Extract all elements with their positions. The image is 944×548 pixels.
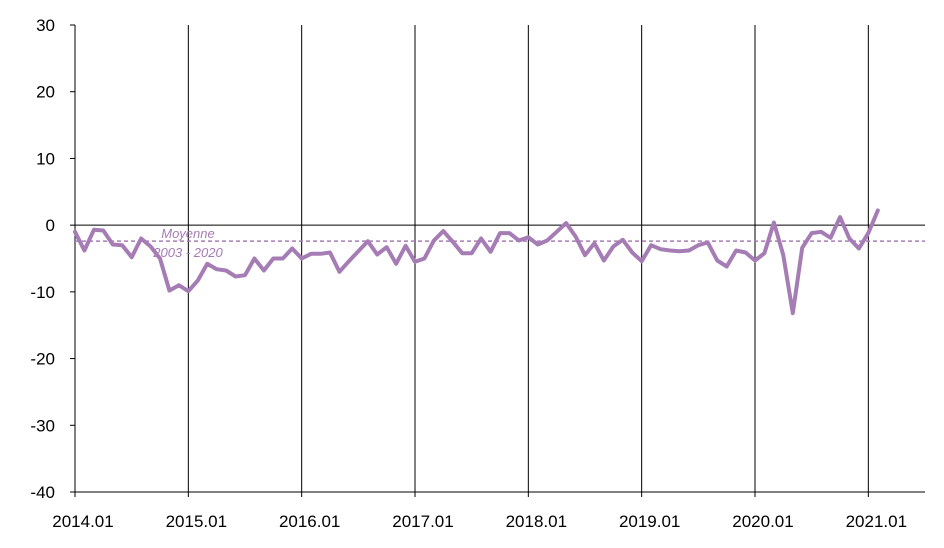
average-label-line1: Moyenne [161,226,214,241]
y-tick-label: 30 [36,16,55,35]
average-reference: Moyenne 2003 - 2020 [75,226,925,260]
average-label-line2: 2003 - 2020 [152,245,223,260]
series-layer [73,208,880,316]
x-tick-label: 2019.01 [619,512,680,531]
y-tick-label: -10 [30,283,55,302]
y-tick-labels: 30 20 10 0 -10 -20 -30 -40 [30,16,75,502]
x-tick-label: 2016.01 [279,512,340,531]
y-tick-label: -40 [30,483,55,502]
x-tick-label: 2017.01 [392,512,453,531]
series-line-0 [73,208,880,316]
y-tick-label: 0 [46,216,55,235]
y-tick-label: 10 [36,149,55,168]
y-tick-label: -20 [30,350,55,369]
x-tick-label: 2014.01 [52,512,113,531]
x-tick-label: 2015.01 [166,512,227,531]
x-tick-label: 2020.01 [732,512,793,531]
x-tick-labels: 2014.01 2015.01 2016.01 2017.01 2018.01 2019.… [52,492,907,531]
x-tick-label: 2021.01 [846,512,907,531]
vertical-gridlines [187,25,869,492]
axes [74,25,925,493]
x-tick-label: 2018.01 [506,512,567,531]
y-tick-label: 20 [36,83,55,102]
y-tick-label: -30 [30,416,55,435]
